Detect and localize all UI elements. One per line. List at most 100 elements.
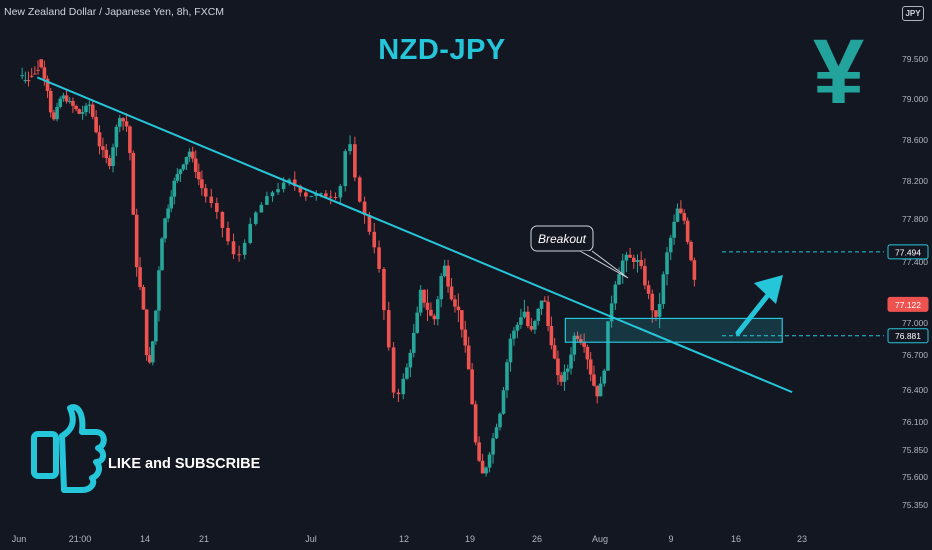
candle-body [382, 268, 386, 311]
x-tick-label: Jul [305, 534, 317, 544]
candle-body [184, 156, 189, 165]
candle-body [685, 220, 690, 242]
candle-body [265, 196, 269, 205]
price-marker-box [887, 328, 929, 344]
candle-body [117, 118, 122, 127]
candle-body [353, 144, 357, 178]
candle-body [226, 227, 230, 242]
x-tick-label: 21 [199, 534, 209, 544]
candle-body [134, 214, 139, 268]
candle-body [58, 98, 63, 107]
candle-body [559, 375, 563, 382]
candle-body [220, 211, 225, 228]
candle-body [650, 293, 655, 311]
candle-body [304, 192, 308, 197]
symbol-title[interactable]: New Zealand Dollar / Japanese Yen, 8h, F… [4, 6, 225, 18]
candle-body [689, 241, 693, 261]
candle-body [505, 362, 509, 391]
candle-body [539, 300, 544, 309]
candle-body [193, 158, 198, 172]
price-marker-box [887, 296, 929, 312]
candle-body [494, 427, 499, 439]
candle-body [367, 215, 372, 232]
candle-body [415, 312, 419, 333]
candle-body [595, 385, 600, 397]
candle-body [328, 196, 333, 198]
y-tick-label: 75.350 [902, 500, 928, 510]
candle-body [178, 169, 183, 174]
candle-body [172, 180, 177, 197]
candle-body [55, 106, 59, 120]
candle-body [111, 147, 115, 167]
candle-body [602, 370, 607, 384]
candle-body [543, 300, 547, 302]
candle-body [466, 345, 471, 370]
candle-body [639, 260, 643, 267]
candle-body [643, 266, 647, 286]
candle-body [491, 438, 495, 455]
x-tick-label: 9 [668, 534, 673, 544]
candle-body [679, 208, 683, 214]
x-tick-label: 14 [140, 534, 150, 544]
y-tick-label: 79.500 [902, 54, 928, 64]
y-tick-label: 75.850 [902, 445, 928, 455]
candle-body [190, 151, 195, 159]
candle-body [147, 355, 152, 363]
candle-body [128, 126, 132, 153]
candle-body [154, 310, 158, 342]
callout-box [530, 225, 594, 252]
candle-body [501, 390, 506, 414]
candle-body [324, 193, 328, 197]
candle-body [362, 201, 367, 216]
candle-body [104, 149, 109, 159]
candle-body [582, 342, 586, 347]
candle-body [408, 352, 413, 368]
candle-body [617, 274, 621, 285]
candle-body [422, 289, 426, 303]
y-tick-label: 77.800 [902, 214, 928, 224]
price-axis: 79.500 79.000 78.600 78.200 77.800 77.400 77.0… [12, 54, 929, 544]
candle-body [107, 158, 112, 167]
candle-body [432, 315, 437, 320]
candle-body [319, 193, 323, 195]
candle-body [114, 126, 119, 148]
chart-title: NZD-JPY [378, 34, 506, 66]
candle-body [498, 413, 502, 428]
candle-body [23, 80, 28, 82]
candle-body [45, 78, 50, 91]
candle-body [175, 173, 180, 181]
candle-body [470, 369, 474, 405]
candle-body [477, 442, 481, 461]
candle-body [276, 189, 280, 193]
candle-body [270, 192, 275, 197]
y-tick-label: 78.600 [902, 135, 928, 145]
candle-body [298, 185, 303, 193]
candle-body [661, 274, 666, 305]
candle-body [64, 95, 69, 102]
x-tick-label: 16 [731, 534, 741, 544]
candle-body [675, 208, 680, 222]
currency-badge[interactable]: JPY [902, 6, 924, 21]
candle-body [231, 241, 236, 255]
support-zone [564, 317, 783, 343]
candle-body [418, 289, 423, 313]
candle-body [533, 320, 537, 330]
x-tick-label: 12 [399, 534, 409, 544]
candle-body [512, 330, 516, 339]
candle-body [405, 367, 409, 379]
candle-body [52, 112, 56, 120]
candle-body [281, 182, 286, 190]
candle-body [333, 197, 338, 199]
candle-body [628, 254, 632, 258]
candle-body [200, 179, 204, 189]
callout-pointer [579, 250, 629, 279]
x-tick-label: Aug [592, 534, 608, 544]
candle-body [166, 208, 170, 219]
candle-body [26, 80, 31, 82]
candle-body [101, 146, 105, 150]
thumbs-up-icon[interactable] [31, 404, 107, 493]
x-tick-label: 21:00 [69, 534, 92, 544]
candle-body [33, 73, 37, 75]
